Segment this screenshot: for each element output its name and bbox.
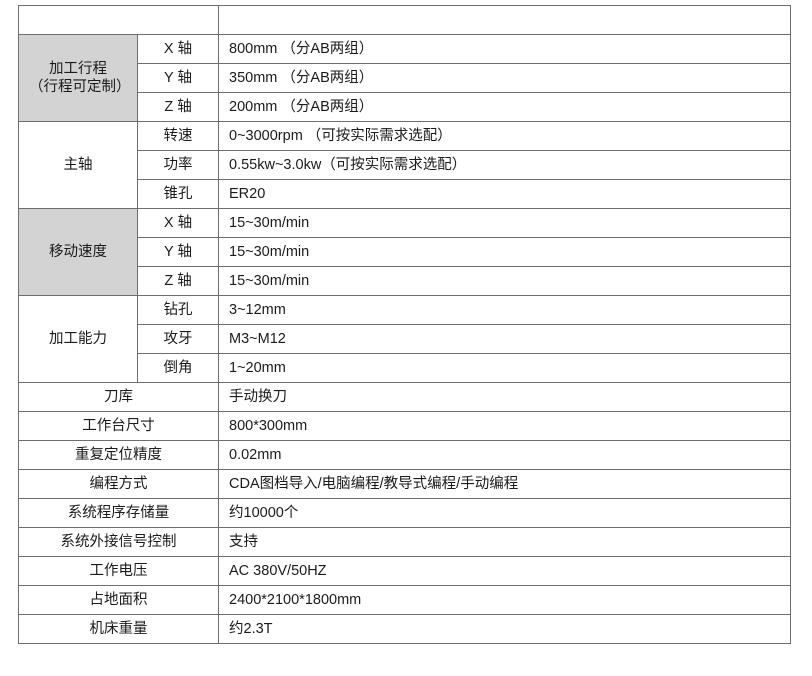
row-value-weight: 约2.3T [218, 614, 792, 644]
group-label-travel: 加工行程 （行程可定制） [18, 34, 138, 122]
value-spindle-power: 0.55kw~3.0kw（可按实际需求选配） [218, 150, 792, 180]
table-header-row: 型号 DNC-8035 (2DT) 卧式数控钻攻机 [17, 5, 792, 35]
row-value-toolmagazine: 手动换刀 [218, 382, 792, 412]
sub-label-travel-z: Z 轴 [136, 92, 220, 122]
table-row: 加工行程 （行程可定制） X 轴 800mm （分AB两组） [18, 34, 792, 122]
sub-label-travel-x: X 轴 [136, 34, 220, 64]
table-row: 倒角 1~20mm [19, 353, 792, 383]
value-capability-tap: M3~M12 [218, 324, 792, 354]
row-label-programming: 编程方式 [17, 469, 220, 499]
table-row: 系统程序存储量 约10000个 [17, 498, 792, 528]
sub-label-speed-x: X 轴 [136, 208, 220, 238]
row-value-footprint: 2400*2100*1800mm [218, 585, 792, 615]
value-travel-x: 800mm （分AB两组） [218, 34, 792, 64]
table-row: 主轴 转速 0~3000rpm （可按实际需求选配） [18, 121, 792, 209]
table-row: Y 轴 350mm （分AB两组） [19, 63, 792, 93]
table-row: Y 轴 15~30m/min [19, 237, 792, 267]
row-value-tablesize: 800*300mm [218, 411, 792, 441]
row-label-external-signal: 系统外接信号控制 [17, 527, 220, 557]
value-travel-y: 350mm （分AB两组） [218, 63, 792, 93]
group-label-travel-line1: 加工行程 [49, 60, 107, 77]
row-label-weight: 机床重量 [17, 614, 220, 644]
header-model-value: DNC-8035 (2DT) 卧式数控钻攻机 [218, 5, 792, 35]
sub-label-capability-chamfer: 倒角 [136, 353, 220, 383]
table-row: Z 轴 200mm （分AB两组） [19, 92, 792, 122]
row-label-storage: 系统程序存储量 [17, 498, 220, 528]
value-spindle-speed: 0~3000rpm （可按实际需求选配） [218, 121, 792, 151]
row-value-external-signal: 支持 [218, 527, 792, 557]
table-row: 移动速度 X 轴 15~30m/min [18, 208, 792, 296]
table-row: 工作台尺寸 800*300mm [17, 411, 792, 441]
value-capability-drill: 3~12mm [218, 295, 792, 325]
table-row: 功率 0.55kw~3.0kw（可按实际需求选配） [19, 150, 792, 180]
row-value-repeatability: 0.02mm [218, 440, 792, 470]
sub-label-spindle-speed: 转速 [136, 121, 220, 151]
sub-label-capability-drill: 钻孔 [136, 295, 220, 325]
table-row: 系统外接信号控制 支持 [17, 527, 792, 557]
table-row: 工作电压 AC 380V/50HZ [17, 556, 792, 586]
table-row: 锥孔 ER20 [19, 179, 792, 209]
row-label-voltage: 工作电压 [17, 556, 220, 586]
table-row: 加工能力 钻孔 3~12mm [18, 295, 792, 383]
row-value-programming: CDA图档导入/电脑编程/教导式编程/手动编程 [218, 469, 792, 499]
value-speed-y: 15~30m/min [218, 237, 792, 267]
group-label-speed: 移动速度 [18, 208, 138, 296]
table-row: 机床重量 约2.3T [17, 614, 792, 644]
row-label-footprint: 占地面积 [17, 585, 220, 615]
group-label-spindle: 主轴 [18, 121, 138, 209]
row-value-voltage: AC 380V/50HZ [218, 556, 792, 586]
value-spindle-taper: ER20 [218, 179, 792, 209]
sub-label-spindle-power: 功率 [136, 150, 220, 180]
row-label-tablesize: 工作台尺寸 [17, 411, 220, 441]
row-value-storage: 约10000个 [218, 498, 792, 528]
header-model-label: 型号 [17, 5, 220, 35]
value-speed-x: 15~30m/min [218, 208, 792, 238]
sub-label-spindle-taper: 锥孔 [136, 179, 220, 209]
group-label-travel-line2: （行程可定制） [29, 79, 131, 95]
value-speed-z: 15~30m/min [218, 266, 792, 296]
table-row: 占地面积 2400*2100*1800mm [17, 585, 792, 615]
sub-label-speed-z: Z 轴 [136, 266, 220, 296]
sub-label-speed-y: Y 轴 [136, 237, 220, 267]
sub-label-capability-tap: 攻牙 [136, 324, 220, 354]
value-capability-chamfer: 1~20mm [218, 353, 792, 383]
row-label-toolmagazine: 刀库 [17, 382, 220, 412]
table-row: 刀库 手动换刀 [17, 382, 792, 412]
sub-label-travel-y: Y 轴 [136, 63, 220, 93]
table-row: 编程方式 CDA图档导入/电脑编程/教导式编程/手动编程 [17, 469, 792, 499]
table-row: 重复定位精度 0.02mm [17, 440, 792, 470]
row-label-repeatability: 重复定位精度 [17, 440, 220, 470]
specification-table: 型号 DNC-8035 (2DT) 卧式数控钻攻机 加工行程 （行程可定制） X… [17, 5, 792, 644]
table-row: 攻牙 M3~M12 [19, 324, 792, 354]
group-label-capability: 加工能力 [18, 295, 138, 383]
value-travel-z: 200mm （分AB两组） [218, 92, 792, 122]
